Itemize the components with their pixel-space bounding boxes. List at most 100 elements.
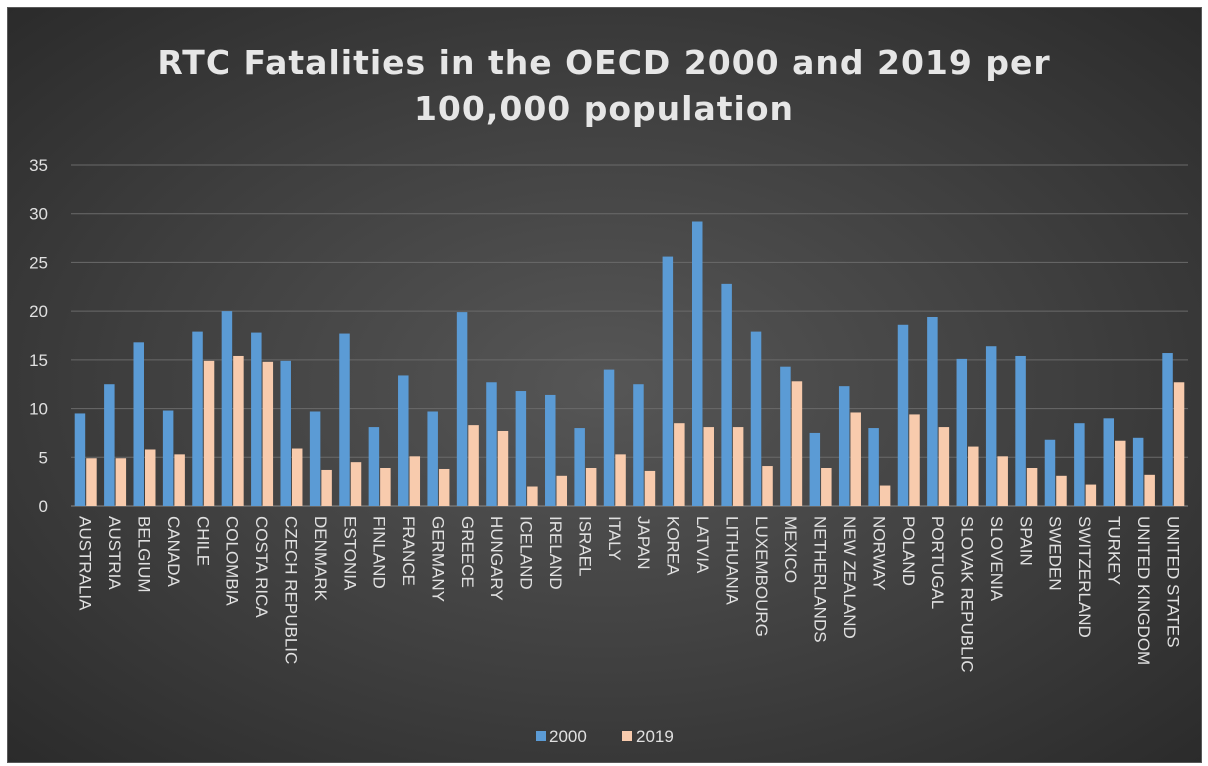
x-category-label: KOREA <box>664 516 683 576</box>
bar-2000-denmark <box>309 411 321 506</box>
x-category-label: UNITED STATES <box>1163 516 1182 648</box>
bar-2019-mexico <box>791 381 803 506</box>
bar-2000-japan <box>633 384 644 506</box>
legend-swatch-2000 <box>536 731 546 741</box>
x-category-label: LATVIA <box>693 516 712 574</box>
x-category-label: LITHUANIA <box>722 516 741 605</box>
bar-2000-canada <box>162 410 174 506</box>
x-category-label: HUNGARY <box>487 516 506 601</box>
bar-2000-luxembourg <box>750 331 762 506</box>
chart-title: RTC Fatalities in the OECD 2000 and 2019… <box>157 43 1049 128</box>
bar-2019-estonia <box>350 462 362 506</box>
bar-2000-lithuania <box>721 283 732 506</box>
legend-label-2000: 2000 <box>549 727 587 746</box>
bar-2000-latvia <box>691 221 703 506</box>
bar-2019-japan <box>644 470 656 506</box>
x-category-label: NORWAY <box>869 516 888 590</box>
bar-2000-israel <box>574 428 585 506</box>
bar-2019-canada <box>174 454 185 506</box>
bar-2000-ireland <box>545 394 556 506</box>
x-category-label: POLAND <box>899 516 918 586</box>
bar-2000-chile <box>192 331 203 506</box>
bar-2019-slovenia <box>997 456 1008 506</box>
bar-2000-colombia <box>221 311 233 506</box>
bar-2019-chile <box>203 360 215 506</box>
x-category-label: IRELAND <box>546 516 565 590</box>
bar-2019-ireland <box>556 475 568 506</box>
x-category-label: CANADA <box>164 516 183 588</box>
x-category-label: SWITZERLAND <box>1075 516 1094 638</box>
x-category-label: CZECH REPUBLIC <box>281 516 300 664</box>
bar-2019-germany <box>438 468 450 506</box>
bar-2000-hungary <box>486 382 497 506</box>
x-category-label: FRANCE <box>399 516 418 586</box>
legend: 2000 2019 <box>536 727 674 746</box>
x-category-label: NETHERLANDS <box>811 516 830 643</box>
x-category-label: SPAIN <box>1016 516 1035 566</box>
bar-2019-belgium <box>144 449 156 506</box>
bar-2019-netherlands <box>821 468 832 506</box>
bar-2000-costa-rica <box>251 332 262 506</box>
y-tick-label: 10 <box>29 400 48 419</box>
bar-2000-portugal <box>927 316 938 506</box>
bar-2000-czech-republic <box>280 360 291 506</box>
x-category-label: JAPAN <box>634 516 653 570</box>
bar-2019-finland <box>380 468 391 506</box>
bar-2000-korea <box>662 256 674 506</box>
x-category-label: UNITED KINGDOM <box>1134 516 1153 665</box>
bars <box>74 221 1185 506</box>
bar-2019-iceland <box>527 486 538 506</box>
bar-2019-australia <box>86 458 97 506</box>
bar-2000-australia <box>74 413 86 506</box>
x-category-label: AUSTRALIA <box>76 516 95 611</box>
bar-2000-iceland <box>515 391 527 506</box>
bar-2019-new-zealand <box>850 412 861 506</box>
bar-2000-austria <box>104 384 115 506</box>
bar-2019-korea <box>674 423 685 506</box>
bar-2019-lithuania <box>732 427 744 506</box>
y-tick-label: 25 <box>29 253 48 272</box>
bar-2019-portugal <box>938 427 950 506</box>
bar-2000-norway <box>868 428 879 506</box>
bar-2019-luxembourg <box>762 466 773 506</box>
y-tick-label: 0 <box>39 497 48 516</box>
bar-2000-united-kingdom <box>1132 437 1144 506</box>
y-tick-label: 5 <box>39 448 48 467</box>
x-category-label: COLOMBIA <box>223 516 242 606</box>
bar-2019-turkey <box>1115 440 1126 506</box>
y-tick-label: 30 <box>29 205 48 224</box>
x-category-label: BELGIUM <box>134 516 153 593</box>
bar-2000-spain <box>1015 355 1026 506</box>
x-category-label: ITALY <box>605 516 624 561</box>
bar-2019-hungary <box>497 430 509 506</box>
y-axis-tick-labels: 0 5 10 15 20 25 30 35 <box>29 156 48 516</box>
x-category-label: ISRAEL <box>575 516 594 576</box>
bar-2000-slovak-republic <box>956 358 968 506</box>
x-category-label: SLOVAK REPUBLIC <box>958 516 977 673</box>
x-category-label: CHILE <box>193 516 212 566</box>
bar-2019-costa-rica <box>262 361 274 506</box>
x-category-label: AUSTRIA <box>105 516 124 590</box>
chart-title-line-2: 100,000 population <box>414 89 794 128</box>
bar-2000-turkey <box>1103 418 1115 506</box>
bar-2019-sweden <box>1056 475 1067 506</box>
bar-2000-france <box>398 375 409 506</box>
x-category-label: PORTUGAL <box>928 516 947 609</box>
x-category-label: ICELAND <box>517 516 536 590</box>
y-tick-label: 35 <box>29 156 48 175</box>
chart-frame: RTC Fatalities in the OECD 2000 and 2019… <box>7 7 1202 763</box>
bar-2019-poland <box>909 414 920 506</box>
x-category-label: GREECE <box>458 516 477 588</box>
x-category-label: ESTONIA <box>340 516 359 591</box>
x-axis-category-labels: AUSTRALIA AUSTRIA BELGIUM CANADA CHILE COLOMB… <box>76 516 1183 673</box>
bar-2019-israel <box>585 468 597 506</box>
bar-2019-switzerland <box>1085 484 1097 506</box>
x-category-label: TURKEY <box>1105 516 1124 585</box>
bar-2019-czech-republic <box>291 448 303 506</box>
legend-label-2019: 2019 <box>636 727 674 746</box>
x-category-label: MEXICO <box>781 516 800 583</box>
bar-2019-slovak-republic <box>968 446 979 506</box>
bar-2000-united-states <box>1162 353 1173 506</box>
bar-2000-netherlands <box>809 432 821 506</box>
bar-2000-slovenia <box>985 346 997 506</box>
